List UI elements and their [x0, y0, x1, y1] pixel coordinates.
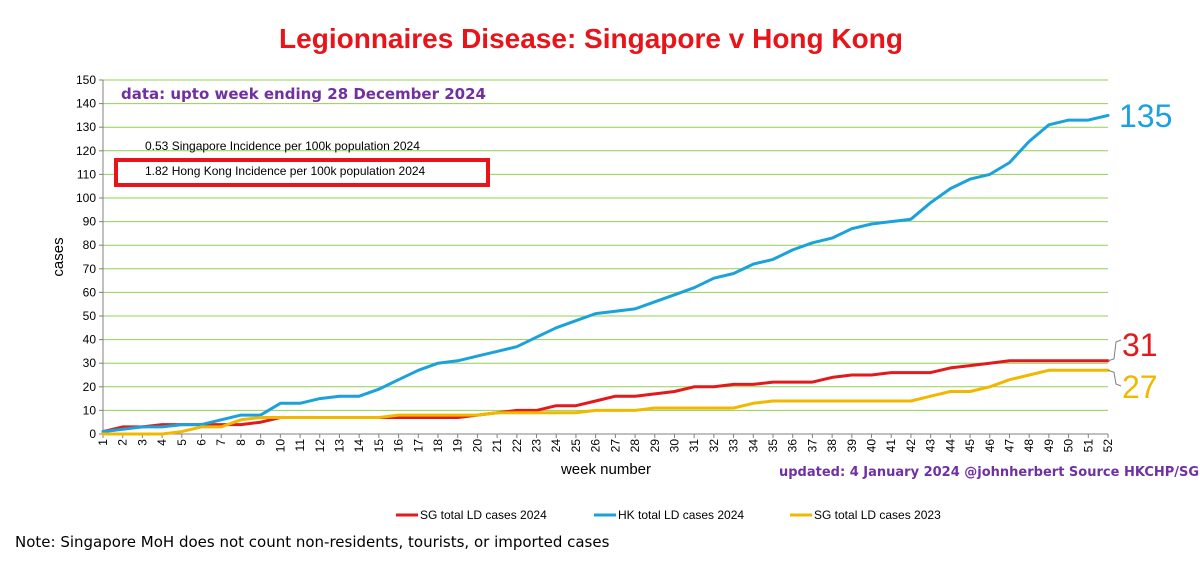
x-tick-label: 16 — [392, 439, 406, 453]
x-tick-label: 6 — [195, 439, 209, 446]
x-tick-label: 42 — [904, 439, 918, 453]
x-tick-label: 38 — [825, 439, 839, 453]
x-tick-label: 36 — [786, 439, 800, 453]
footnote: Note: Singapore MoH does not count non-r… — [15, 533, 610, 551]
x-tick-label: 17 — [411, 439, 425, 453]
x-tick-label: 43 — [924, 439, 938, 453]
x-tick-label: 19 — [451, 439, 465, 453]
axes — [102, 80, 1108, 435]
x-tick-label: 5 — [175, 439, 189, 446]
x-tick-label: 41 — [884, 439, 898, 453]
y-tick-label: 90 — [83, 215, 97, 229]
sg-incidence-text: 0.53 Singapore Incidence per 100k popula… — [145, 139, 420, 153]
x-tick-label: 7 — [214, 439, 228, 446]
y-tick-label: 150 — [76, 73, 96, 87]
end-labels: 31 135 27 — [1119, 98, 1172, 405]
y-axis-label: cases — [50, 237, 67, 276]
hk-incidence-text: 1.82 Hong Kong Incidence per 100k popula… — [145, 164, 426, 178]
x-tick-label: 33 — [727, 439, 741, 453]
x-tick-label: 20 — [470, 439, 484, 453]
x-tick-label: 37 — [805, 439, 819, 453]
chart-title: Legionnaires Disease: Singapore v Hong K… — [279, 23, 903, 54]
end-label-sg-2024: 31 — [1122, 327, 1158, 363]
series-line-sg-2023 — [101, 368, 1110, 436]
x-tick-label: 13 — [332, 439, 346, 453]
x-tick-label: 21 — [490, 439, 504, 453]
x-tick-label: 4 — [155, 439, 169, 446]
series-line-sg-2024 — [101, 359, 1110, 434]
x-tick-label: 3 — [135, 439, 149, 446]
y-tick-label: 100 — [76, 191, 96, 205]
y-tick-labels: 0 10 20 30 40 50 60 70 80 90 100 110 120 130 140 150 — [76, 73, 96, 441]
y-tick-label: 60 — [83, 285, 97, 299]
y-tick-label: 120 — [76, 144, 96, 158]
x-tick-label: 25 — [569, 439, 583, 453]
x-tick-label: 29 — [648, 439, 662, 453]
x-tick-label: 27 — [608, 439, 622, 453]
legend-label-sg-2023: SG total LD cases 2023 — [814, 508, 941, 522]
data-note: data: upto week ending 28 December 2024 — [121, 85, 486, 103]
x-tick-label: 10 — [273, 439, 287, 453]
y-tick-label: 130 — [76, 120, 96, 134]
x-tick-label: 18 — [431, 439, 445, 453]
x-tick-label: 24 — [549, 439, 563, 453]
x-tick-labels: 1 2 3 4 5 6 7 8 9 10 11 12 13 14 15 16 17 18 19 20 21 22 23 24 2… — [96, 434, 1115, 452]
legend-label-sg-2024: SG total LD cases 2024 — [420, 508, 547, 522]
x-tick-label: 50 — [1062, 439, 1076, 453]
series-lines — [101, 113, 1110, 436]
end-label-leaders — [1107, 339, 1122, 387]
x-tick-label: 2 — [116, 439, 130, 446]
hk-incidence-box — [114, 158, 490, 187]
x-tick-label: 14 — [352, 439, 366, 453]
y-tick-label: 40 — [83, 333, 97, 347]
y-tick-label: 70 — [83, 262, 97, 276]
x-tick-label: 26 — [589, 439, 603, 453]
x-tick-label: 51 — [1081, 439, 1095, 453]
x-tick-label: 34 — [746, 439, 760, 453]
end-label-sg-2023: 27 — [1122, 369, 1158, 405]
y-tick-label: 30 — [83, 356, 97, 370]
x-tick-label: 35 — [766, 439, 780, 453]
y-tick-label: 50 — [83, 309, 97, 323]
x-tick-label: 1 — [96, 439, 110, 446]
leader-line — [1107, 369, 1122, 387]
x-tick-label: 32 — [707, 439, 721, 453]
x-tick-label: 8 — [234, 439, 248, 446]
y-tick-label: 20 — [83, 380, 97, 394]
end-label-hk-2024: 135 — [1119, 98, 1172, 134]
grid — [99, 79, 1108, 435]
x-tick-label: 49 — [1042, 439, 1056, 453]
updated-note: updated: 4 January 2024 @johnherbert Sou… — [779, 465, 1200, 480]
x-tick-label: 30 — [667, 439, 681, 453]
x-tick-label: 11 — [293, 439, 307, 452]
y-tick-label: 80 — [83, 238, 97, 252]
x-tick-label: 46 — [983, 439, 997, 453]
x-tick-label: 48 — [1022, 439, 1036, 453]
x-tick-label: 15 — [372, 439, 386, 453]
leader-line — [1107, 339, 1122, 362]
series-line-hk-2024 — [101, 113, 1110, 434]
x-tick-label: 9 — [254, 439, 268, 446]
y-tick-label: 140 — [76, 97, 96, 111]
x-tick-label: 40 — [865, 439, 879, 453]
x-tick-label: 23 — [530, 439, 544, 453]
x-tick-label: 22 — [510, 439, 524, 453]
x-tick-label: 52 — [1101, 439, 1115, 453]
x-tick-label: 44 — [943, 439, 957, 453]
x-tick-label: 31 — [687, 439, 701, 453]
x-tick-label: 47 — [1002, 439, 1016, 453]
x-tick-label: 45 — [963, 439, 977, 453]
x-axis-label: week number — [560, 461, 651, 478]
x-tick-label: 39 — [845, 439, 859, 453]
y-tick-label: 0 — [89, 427, 96, 441]
y-tick-label: 10 — [83, 403, 97, 417]
x-tick-label: 28 — [628, 439, 642, 453]
legend-label-hk-2024: HK total LD cases 2024 — [618, 508, 744, 522]
legend: SG total LD cases 2024 HK total LD cases … — [396, 508, 941, 522]
y-tick-label: 110 — [77, 167, 96, 181]
x-tick-label: 12 — [313, 439, 327, 453]
